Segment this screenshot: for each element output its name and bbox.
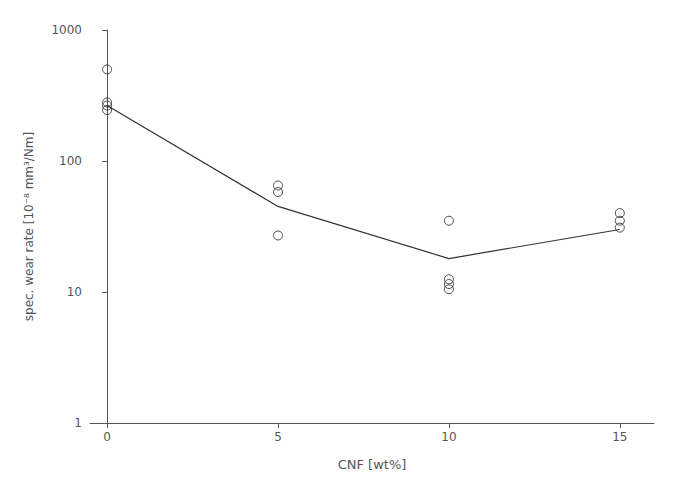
svg-text:1000: 1000 xyxy=(51,23,82,37)
svg-text:CNF [wt%]: CNF [wt%] xyxy=(338,457,407,472)
svg-text:0: 0 xyxy=(103,430,111,444)
svg-text:1: 1 xyxy=(74,416,82,430)
svg-text:10: 10 xyxy=(441,430,456,444)
svg-text:100: 100 xyxy=(59,154,82,168)
svg-text:5: 5 xyxy=(274,430,282,444)
svg-text:10: 10 xyxy=(67,285,82,299)
svg-text:spec. wear rate [10⁻⁸ mm³/Nm]: spec. wear rate [10⁻⁸ mm³/Nm] xyxy=(22,132,36,321)
svg-text:15: 15 xyxy=(612,430,627,444)
